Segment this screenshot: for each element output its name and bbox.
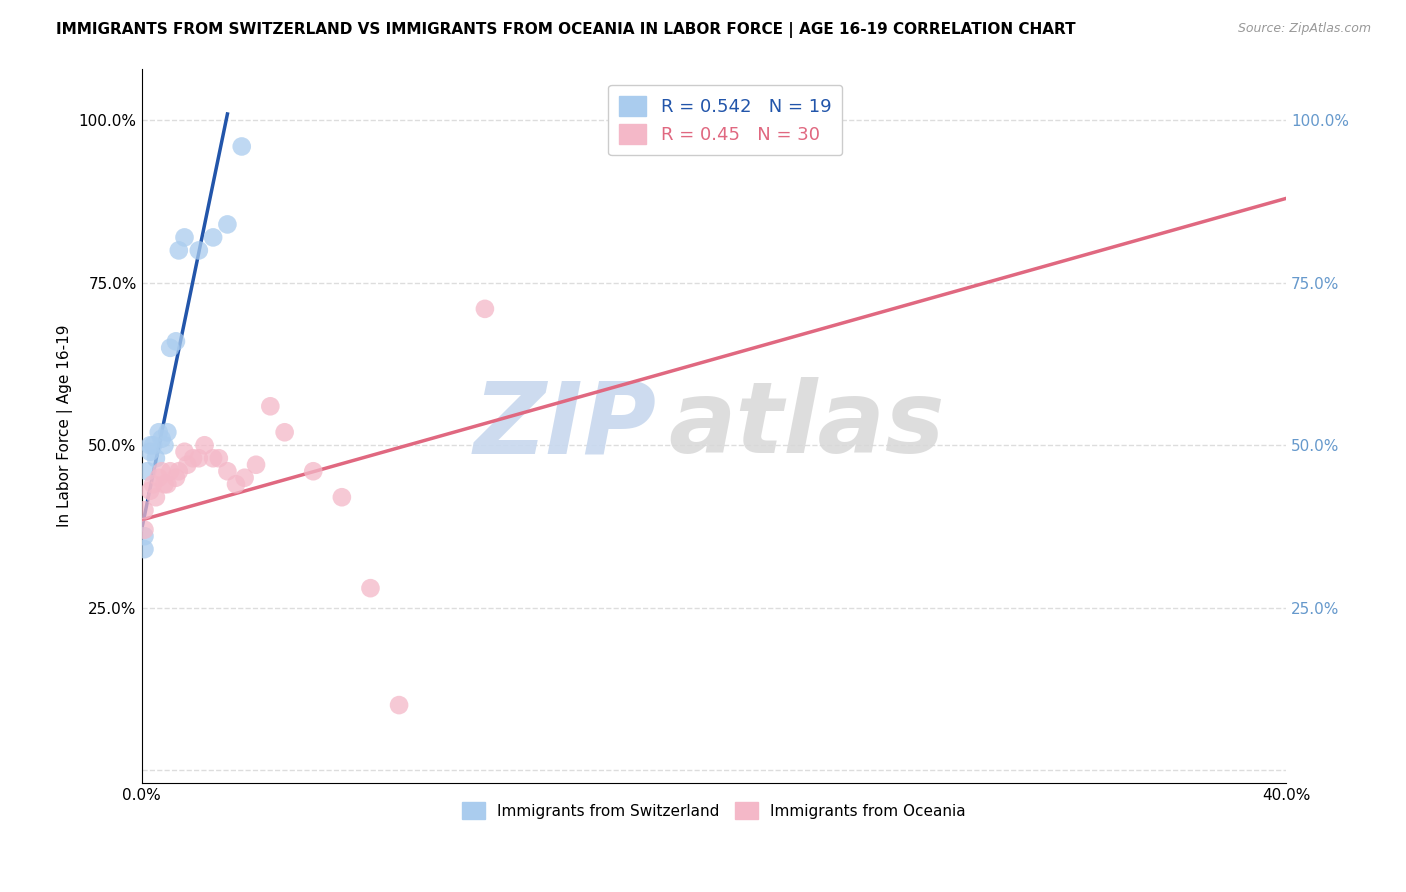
Legend: Immigrants from Switzerland, Immigrants from Oceania: Immigrants from Switzerland, Immigrants … <box>456 796 972 825</box>
Point <box>139 483 162 498</box>
Point <box>150 432 173 446</box>
Point <box>148 425 170 440</box>
Point <box>259 399 281 413</box>
Point <box>136 464 159 478</box>
Point <box>173 230 195 244</box>
Point <box>156 477 179 491</box>
Point <box>474 301 496 316</box>
Y-axis label: In Labor Force | Age 16-19: In Labor Force | Age 16-19 <box>58 325 73 527</box>
Point <box>231 139 253 153</box>
Point <box>181 451 204 466</box>
Point <box>165 471 187 485</box>
Point <box>145 451 167 466</box>
Point <box>233 471 256 485</box>
Point <box>156 425 179 440</box>
Point <box>176 458 198 472</box>
Point <box>225 477 247 491</box>
Point <box>245 458 267 472</box>
Point <box>153 477 176 491</box>
Point <box>359 581 381 595</box>
Point <box>134 503 156 517</box>
Point <box>167 464 190 478</box>
Point <box>187 244 209 258</box>
Point <box>330 490 353 504</box>
Point <box>150 464 173 478</box>
Point <box>145 490 167 504</box>
Point <box>165 334 187 349</box>
Point <box>134 542 156 557</box>
Point <box>208 451 231 466</box>
Point <box>202 451 225 466</box>
Point <box>302 464 325 478</box>
Point <box>217 464 239 478</box>
Text: ZIP: ZIP <box>474 377 657 475</box>
Point <box>142 477 165 491</box>
Point <box>167 244 190 258</box>
Point <box>202 230 225 244</box>
Point <box>273 425 295 440</box>
Point <box>159 464 181 478</box>
Point <box>139 444 162 458</box>
Text: IMMIGRANTS FROM SWITZERLAND VS IMMIGRANTS FROM OCEANIA IN LABOR FORCE | AGE 16-1: IMMIGRANTS FROM SWITZERLAND VS IMMIGRANT… <box>56 22 1076 38</box>
Point <box>217 218 239 232</box>
Point <box>139 438 162 452</box>
Point <box>173 444 195 458</box>
Point <box>134 523 156 537</box>
Point <box>193 438 215 452</box>
Point <box>148 471 170 485</box>
Point <box>388 698 411 712</box>
Point <box>187 451 209 466</box>
Point <box>142 438 165 452</box>
Point <box>159 341 181 355</box>
Point <box>134 529 156 543</box>
Point <box>153 438 176 452</box>
Text: Source: ZipAtlas.com: Source: ZipAtlas.com <box>1237 22 1371 36</box>
Text: atlas: atlas <box>668 377 945 475</box>
